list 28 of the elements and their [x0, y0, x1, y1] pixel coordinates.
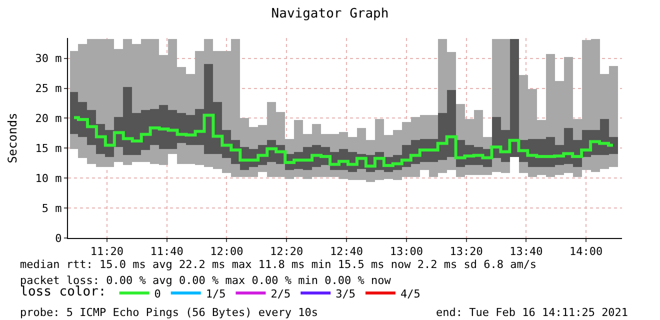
y-tick-label: 20 m — [35, 112, 62, 126]
chart-title: Navigator Graph — [271, 6, 389, 22]
legend-label: 4/5 — [400, 287, 420, 300]
text: probe: 5 ICMP Echo Pings (56 Bytes) every 10s — [20, 306, 318, 319]
text: end: Tue Feb 16 14:11:25 2021 — [436, 306, 628, 319]
x-tick-label: 13:00 — [390, 245, 423, 258]
x-tick-label: 12:20 — [270, 245, 304, 258]
x-tick-label: 11:20 — [90, 245, 124, 258]
x-tick-label: 12:00 — [210, 245, 244, 258]
legend-label: 0 — [154, 287, 161, 300]
legend-title: loss color: — [20, 284, 106, 300]
y-axis-title: Seconds — [6, 112, 20, 164]
y-tick-label: 30 m — [35, 52, 62, 66]
x-tick-label: 14:00 — [569, 245, 603, 258]
x-tick-label: 13:40 — [510, 245, 543, 258]
x-tick-label: 12:40 — [330, 245, 364, 258]
y-tick-label: 10 m — [35, 172, 62, 185]
y-tick-label: 25 m — [35, 82, 62, 96]
y-tick-label: 5 m — [42, 202, 62, 215]
text: median rtt: 15.0 ms avg 22.2 ms max 11.8 ms min 15.5 ms now 2.2 ms sd 6.8 am/s — [20, 258, 537, 271]
x-tick-label: 13:20 — [450, 245, 483, 258]
legend-label: 1/5 — [206, 287, 226, 300]
y-tick-label: 0 — [55, 232, 62, 245]
y-tick-label: 15 m — [35, 142, 62, 156]
legend-label: 3/5 — [336, 287, 356, 300]
legend-label: 2/5 — [270, 287, 291, 300]
text: packet loss: 0.00 % avg 0.00 % max 0.00 % min 0.00 % now — [20, 274, 392, 287]
x-tick-label: 11:40 — [150, 245, 184, 258]
